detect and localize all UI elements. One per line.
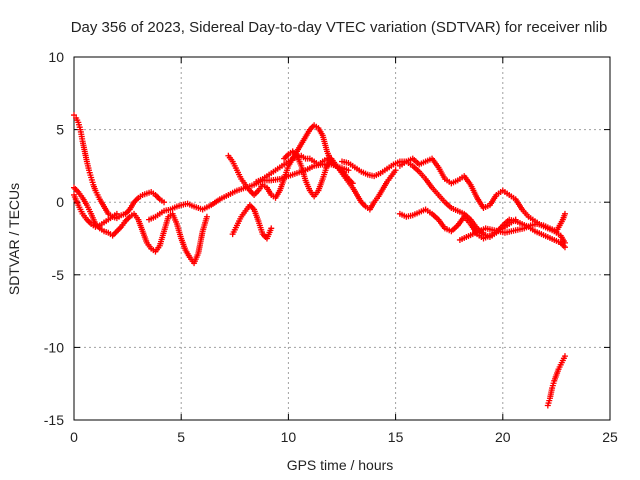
series-arc2 [71,184,210,267]
data-point [328,155,335,162]
grid-lines [74,57,610,420]
series-arc13 [544,353,568,409]
data-point [561,353,568,360]
x-tick-label: 10 [281,429,297,445]
data-point [203,213,210,220]
data-point [268,225,275,232]
series-arc3 [71,191,120,230]
series-arc8 [281,148,335,200]
chart-title: Day 356 of 2023, Sidereal Day-to-day VTE… [71,19,608,36]
x-axis-label: GPS time / hours [287,457,394,473]
series-arc1 [71,112,168,222]
data-point [561,239,568,246]
x-tick-label: 15 [388,429,404,445]
series-arc6 [229,202,275,242]
data-point [113,210,120,217]
x-tick-label: 5 [177,429,185,445]
y-tick-label: -5 [52,267,65,283]
data-point [161,199,168,206]
y-tick-label: 5 [56,122,64,138]
plot-frame [73,56,611,421]
x-tick-label: 25 [602,429,618,445]
data-points [71,112,568,409]
y-axis-label: SDTVAR / TECUs [6,183,22,295]
x-tick-label: 0 [70,429,78,445]
y-tick-label: 10 [48,49,64,65]
y-tick-label: -10 [44,339,64,355]
data-point [561,210,568,217]
axis-ticks: 0 5 10 15 20 25 -15 -10 -5 0 5 10 [44,49,618,445]
series-arc12 [456,210,568,243]
x-tick-label: 20 [495,429,511,445]
y-tick-label: -15 [44,412,64,428]
data-point [512,216,519,223]
data-point [345,167,352,174]
y-tick-label: 0 [56,194,64,210]
data-point [392,167,399,174]
series-arc7 [253,152,399,213]
